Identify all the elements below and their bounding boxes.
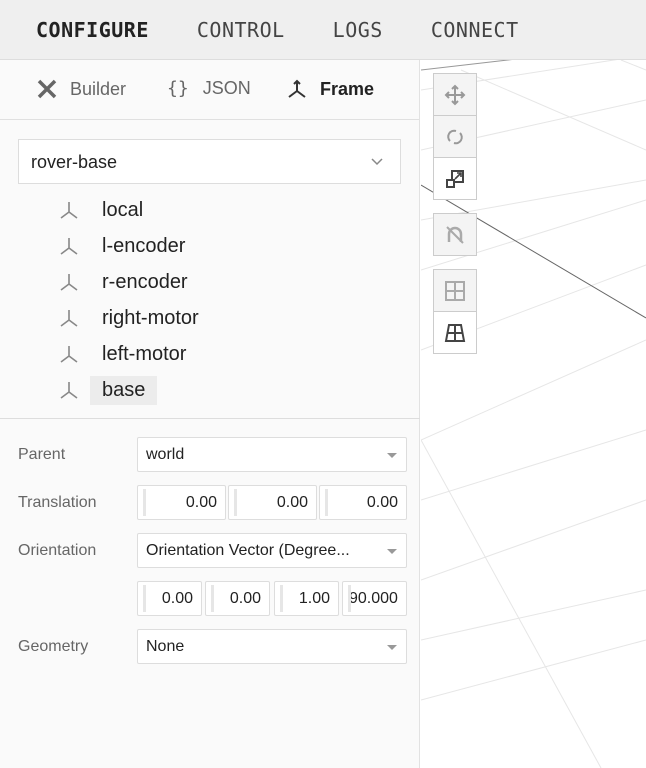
- tab-control[interactable]: CONTROL: [196, 17, 285, 42]
- divider: [0, 418, 420, 419]
- orientation-type-value: Orientation Vector (Degree...: [146, 542, 350, 559]
- tab-builder[interactable]: Builder: [36, 78, 126, 100]
- frame-item-label: base: [90, 375, 158, 405]
- tab-json-label: JSON: [202, 78, 251, 98]
- tab-frame[interactable]: Frame: [286, 78, 374, 100]
- parent-label: Parent: [18, 446, 66, 463]
- scale-button[interactable]: [433, 157, 477, 200]
- config-panel: Builder {} JSON Frame rover-base local l-…: [0, 60, 420, 768]
- frame-item-label: left-motor: [102, 342, 187, 365]
- parent-value: world: [146, 446, 185, 463]
- orientation-x-input[interactable]: 0.00: [137, 581, 202, 616]
- sub-tabs: Builder {} JSON Frame: [0, 60, 419, 120]
- frame-item-label: right-motor: [102, 306, 199, 329]
- top-view-button[interactable]: [433, 269, 477, 312]
- grid: [421, 60, 646, 768]
- caret-down-icon: [387, 453, 397, 458]
- frame-item-r-encoder[interactable]: r-encoder: [0, 264, 420, 300]
- orientation-y-input[interactable]: 0.00: [205, 581, 270, 616]
- translate-icon: [444, 84, 466, 105]
- frame-item-label: r-encoder: [102, 270, 188, 293]
- orientation-z-input[interactable]: 1.00: [274, 581, 339, 616]
- frame-axes-icon: [60, 346, 78, 363]
- chevron-down-icon: [371, 158, 383, 166]
- frame-item-local[interactable]: local: [0, 192, 420, 228]
- translation-label: Translation: [18, 494, 97, 511]
- frame-item-label: l-encoder: [102, 234, 186, 257]
- caret-down-icon: [387, 645, 397, 650]
- orientation-label: Orientation: [18, 542, 97, 559]
- frame-tree: local l-encoder r-encoder right-motor left-m…: [0, 192, 420, 408]
- tab-configure[interactable]: CONFIGURE: [36, 17, 149, 42]
- rotate-button[interactable]: [433, 115, 477, 158]
- component-select-value: rover-base: [31, 152, 118, 172]
- snap-off-icon: [446, 225, 464, 244]
- tools-icon: [37, 79, 57, 99]
- geometry-select[interactable]: None: [137, 629, 407, 664]
- frame-item-label: local: [102, 198, 144, 221]
- parent-select[interactable]: world: [137, 437, 407, 472]
- rotate-icon: [447, 129, 463, 144]
- scale-icon: [446, 169, 464, 188]
- caret-down-icon: [387, 549, 397, 554]
- tab-logs[interactable]: LOGS: [332, 17, 383, 42]
- frame-axes-icon: [60, 274, 78, 291]
- frame-item-l-encoder[interactable]: l-encoder: [0, 228, 420, 264]
- translation-x-input[interactable]: 0.00: [137, 485, 226, 520]
- translation-z-input[interactable]: 0.00: [319, 485, 407, 520]
- frame-axes-icon: [288, 79, 306, 98]
- tab-builder-label: Builder: [70, 78, 127, 99]
- translate-button[interactable]: [433, 73, 477, 116]
- braces-icon: {}: [167, 78, 189, 99]
- top-view-grid-icon: [445, 280, 465, 301]
- frame-axes-icon: [60, 202, 78, 219]
- frame-axes-icon: [60, 310, 78, 327]
- snap-toggle-button[interactable]: [433, 213, 477, 256]
- geometry-label: Geometry: [18, 638, 89, 655]
- perspective-view-button[interactable]: [433, 311, 477, 354]
- tab-frame-label: Frame: [320, 78, 375, 99]
- frame-axes-icon: [60, 382, 78, 399]
- 3d-viewport[interactable]: [421, 60, 646, 768]
- component-select[interactable]: rover-base: [18, 139, 401, 184]
- perspective-grid-icon: [444, 323, 466, 342]
- orientation-type-select[interactable]: Orientation Vector (Degree...: [137, 533, 407, 568]
- frame-axes-icon: [60, 238, 78, 255]
- frame-item-left-motor[interactable]: left-motor: [0, 336, 420, 372]
- translation-y-input[interactable]: 0.00: [228, 485, 317, 520]
- geometry-value: None: [146, 638, 185, 655]
- orientation-theta-input[interactable]: 90.000: [342, 581, 407, 616]
- top-nav: CONFIGURE CONTROL LOGS CONNECT: [0, 0, 646, 60]
- frame-item-base[interactable]: base: [0, 372, 420, 408]
- frame-item-right-motor[interactable]: right-motor: [0, 300, 420, 336]
- tab-json[interactable]: {} JSON: [167, 78, 251, 99]
- tab-connect[interactable]: CONNECT: [430, 17, 519, 42]
